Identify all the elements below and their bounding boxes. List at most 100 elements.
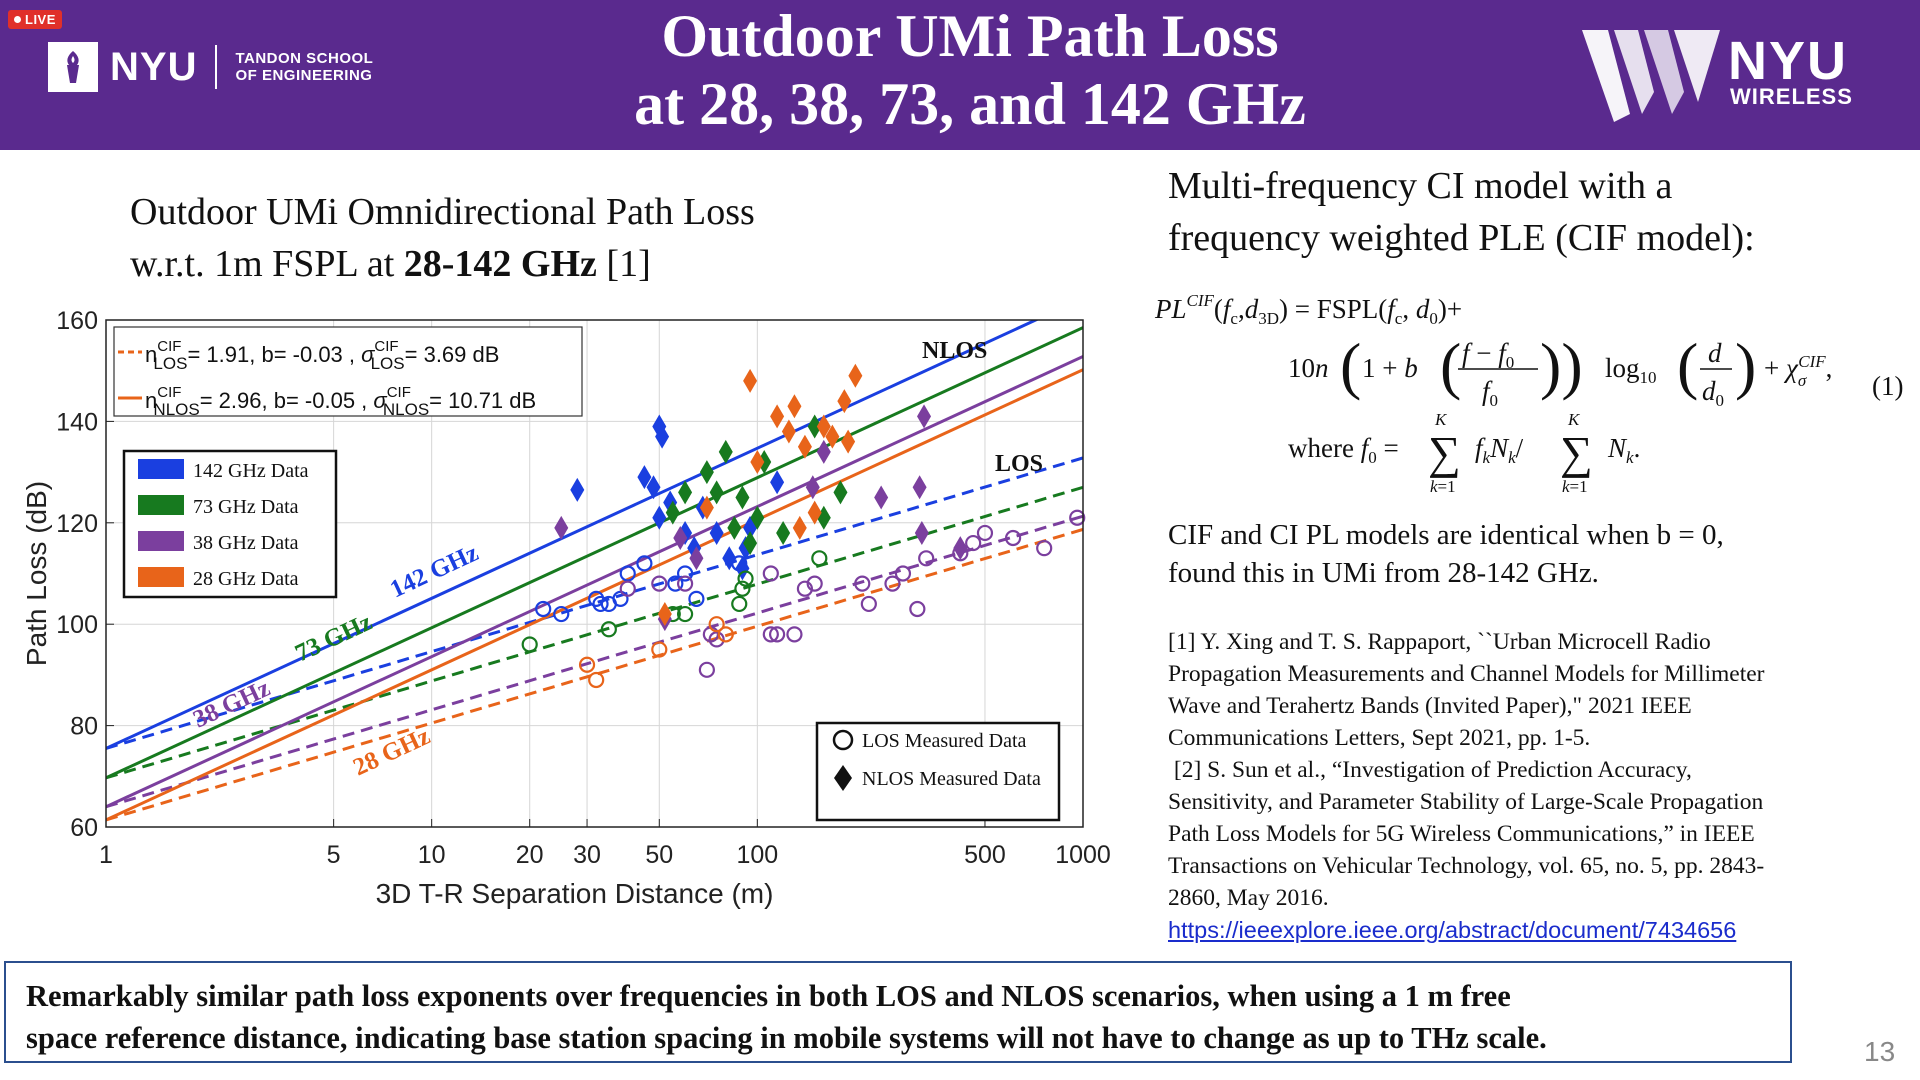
- los-point: [688, 590, 705, 607]
- nlos-point: [646, 475, 661, 500]
- live-label: LIVE: [25, 12, 56, 27]
- nlos-point: [699, 495, 714, 520]
- ref-line: Wave and Terahertz Bands (Invited Paper)…: [1168, 693, 1692, 719]
- los-point: [884, 575, 901, 592]
- los-point: [811, 550, 828, 567]
- eq-sum-body: fkNk/: [1475, 433, 1524, 467]
- torch-icon: [48, 42, 98, 92]
- x-tick-label: 500: [964, 841, 1006, 869]
- los-point: [535, 600, 552, 618]
- references: [1] Y. Xing and T. S. Rappaport, ``Urban…: [1168, 626, 1878, 947]
- los-point: [676, 605, 694, 623]
- los-point: [1004, 529, 1022, 547]
- los-point: [918, 550, 935, 567]
- x-tick-label: 5: [327, 841, 341, 869]
- nlos-point: [792, 515, 807, 540]
- ref-line: Path Loss Models for 5G Wireless Communi…: [1168, 821, 1755, 847]
- nlos-model-line: [106, 355, 1083, 809]
- conclusion-line-1: Remarkably similar path loss exponents o…: [26, 979, 1511, 1013]
- ref-line: Propagation Measurements and Channel Mod…: [1168, 661, 1765, 687]
- wireless-w-icon: [1582, 30, 1720, 122]
- eq-one-plus-b: 1 + b: [1362, 353, 1418, 383]
- nlos-point: [848, 363, 863, 388]
- los-point: [1036, 540, 1053, 557]
- los-point: [578, 656, 596, 673]
- y-axis-label: Path Loss (dB): [21, 481, 52, 666]
- nlos-point: [797, 434, 812, 459]
- x-tick-label: 50: [645, 841, 673, 869]
- nlos-point: [750, 449, 765, 474]
- header-banner: LIVE NYU TANDON SCHOOL OF ENGINEERING Ou…: [0, 0, 1920, 150]
- nlos-model-line: [106, 368, 1083, 822]
- eq-frac-den: f0: [1482, 376, 1498, 410]
- eq-sum-top-1: K: [1434, 410, 1448, 429]
- eq-where: where f0 =: [1288, 433, 1399, 467]
- eq-paren-open-2: (: [1440, 330, 1461, 401]
- frequency-legend-label: 28 GHz Data: [193, 568, 299, 590]
- chart-heading: Outdoor UMi Omnidirectional Path Loss w.…: [130, 186, 755, 290]
- heading-suffix: [1]: [596, 243, 651, 285]
- nlos-point: [687, 536, 702, 561]
- nlos-point: [781, 419, 796, 444]
- page-number: 13: [1864, 1036, 1896, 1067]
- nlos-point: [816, 439, 831, 464]
- nlos-point: [805, 475, 820, 500]
- eq-sum-top-2: K: [1567, 410, 1581, 429]
- los-point: [769, 626, 786, 643]
- live-badge: LIVE: [8, 10, 62, 29]
- nlos-point: [837, 389, 852, 414]
- slide-title: Outdoor UMi Path Loss at 28, 38, 73, and…: [560, 2, 1380, 138]
- los-point: [909, 600, 926, 618]
- los-point: [600, 621, 617, 638]
- los-point: [762, 565, 779, 582]
- eq-number: (1): [1872, 371, 1903, 401]
- los-point: [588, 671, 605, 689]
- nyu-logo-text: NYU: [110, 44, 198, 89]
- ref-line: Communications Letters, Sept 2021, pp. 1…: [1168, 725, 1591, 751]
- note-line-2: found this in UMi from 28-142 GHz.: [1168, 557, 1599, 589]
- nlos-point: [833, 480, 848, 505]
- x-tick-label: 100: [736, 841, 778, 869]
- eq-chi: + χσCIF,: [1764, 352, 1832, 390]
- los-point: [734, 580, 751, 597]
- nlos-point: [665, 500, 680, 525]
- los-annotation: LOS: [995, 451, 1043, 477]
- los-point: [667, 575, 684, 592]
- eq-line-1: PLCIF(fc,d3D) = FSPL(fc, d0)+: [1154, 291, 1462, 328]
- ieee-link[interactable]: https://ieeexplore.ieee.org/abstract/doc…: [1168, 917, 1737, 943]
- school-name: TANDON SCHOOL OF ENGINEERING: [235, 50, 373, 84]
- model-legend-entry: nCIF NLOS= 2.96, b= -0.05 , σCIF NLOS= 10.…: [145, 384, 536, 419]
- model-legend-entry: nCIF LOS= 1.91, b= -0.03 , σCIF LOS= 3.69 …: [145, 338, 499, 373]
- nlos-point: [816, 505, 831, 530]
- heading-bold: 28-142 GHz: [403, 243, 597, 285]
- nlos-annotation: NLOS: [922, 338, 987, 364]
- model-legend: nCIF LOS= 1.91, b= -0.03 , σCIF LOS= 3.69 …: [113, 326, 583, 419]
- frequency-legend-swatch: [138, 567, 184, 587]
- nlos-point: [570, 477, 585, 502]
- nlos-point: [743, 531, 758, 556]
- marker-legend-diamond: [834, 765, 852, 791]
- chart-heading-line-1: Outdoor UMi Omnidirectional Path Loss: [130, 191, 755, 233]
- x-tick-label: 1: [99, 841, 113, 869]
- path-loss-chart: 1 5 10 20 30 50 100 500 1000 60 80 100 120 140 160 3D T…: [21, 307, 1111, 909]
- conclusion-box: Remarkably similar path loss exponents o…: [4, 961, 1792, 1063]
- los-point: [854, 575, 871, 592]
- model-heading-line-1: Multi-frequency CI model with a: [1168, 165, 1673, 207]
- los-point: [786, 626, 803, 643]
- heading-prefix: w.r.t. 1m FSPL at: [130, 243, 404, 285]
- plot-frame: [105, 319, 1084, 828]
- eq-log: log10: [1605, 353, 1657, 387]
- slide-title-line-1: Outdoor UMi Path Loss: [661, 3, 1279, 69]
- nlos-point: [699, 460, 714, 485]
- nlos-point: [770, 404, 785, 429]
- nlos-point: [663, 490, 678, 515]
- marker-legend-circle: [832, 729, 854, 751]
- nlos-point: [914, 520, 929, 545]
- los-point: [676, 575, 694, 592]
- los-point: [619, 565, 636, 582]
- frequency-legend: 142 GHz Data 73 GHz Data 38 GHz Data 28 GHz…: [122, 449, 338, 599]
- frequency-legend-label: 73 GHz Data: [193, 496, 299, 518]
- eq-sum-1: ∑: [1428, 427, 1461, 478]
- nyu-wireless-logo: NYU WIRELESS: [1580, 22, 1860, 132]
- frequency-legend-swatch: [138, 495, 184, 515]
